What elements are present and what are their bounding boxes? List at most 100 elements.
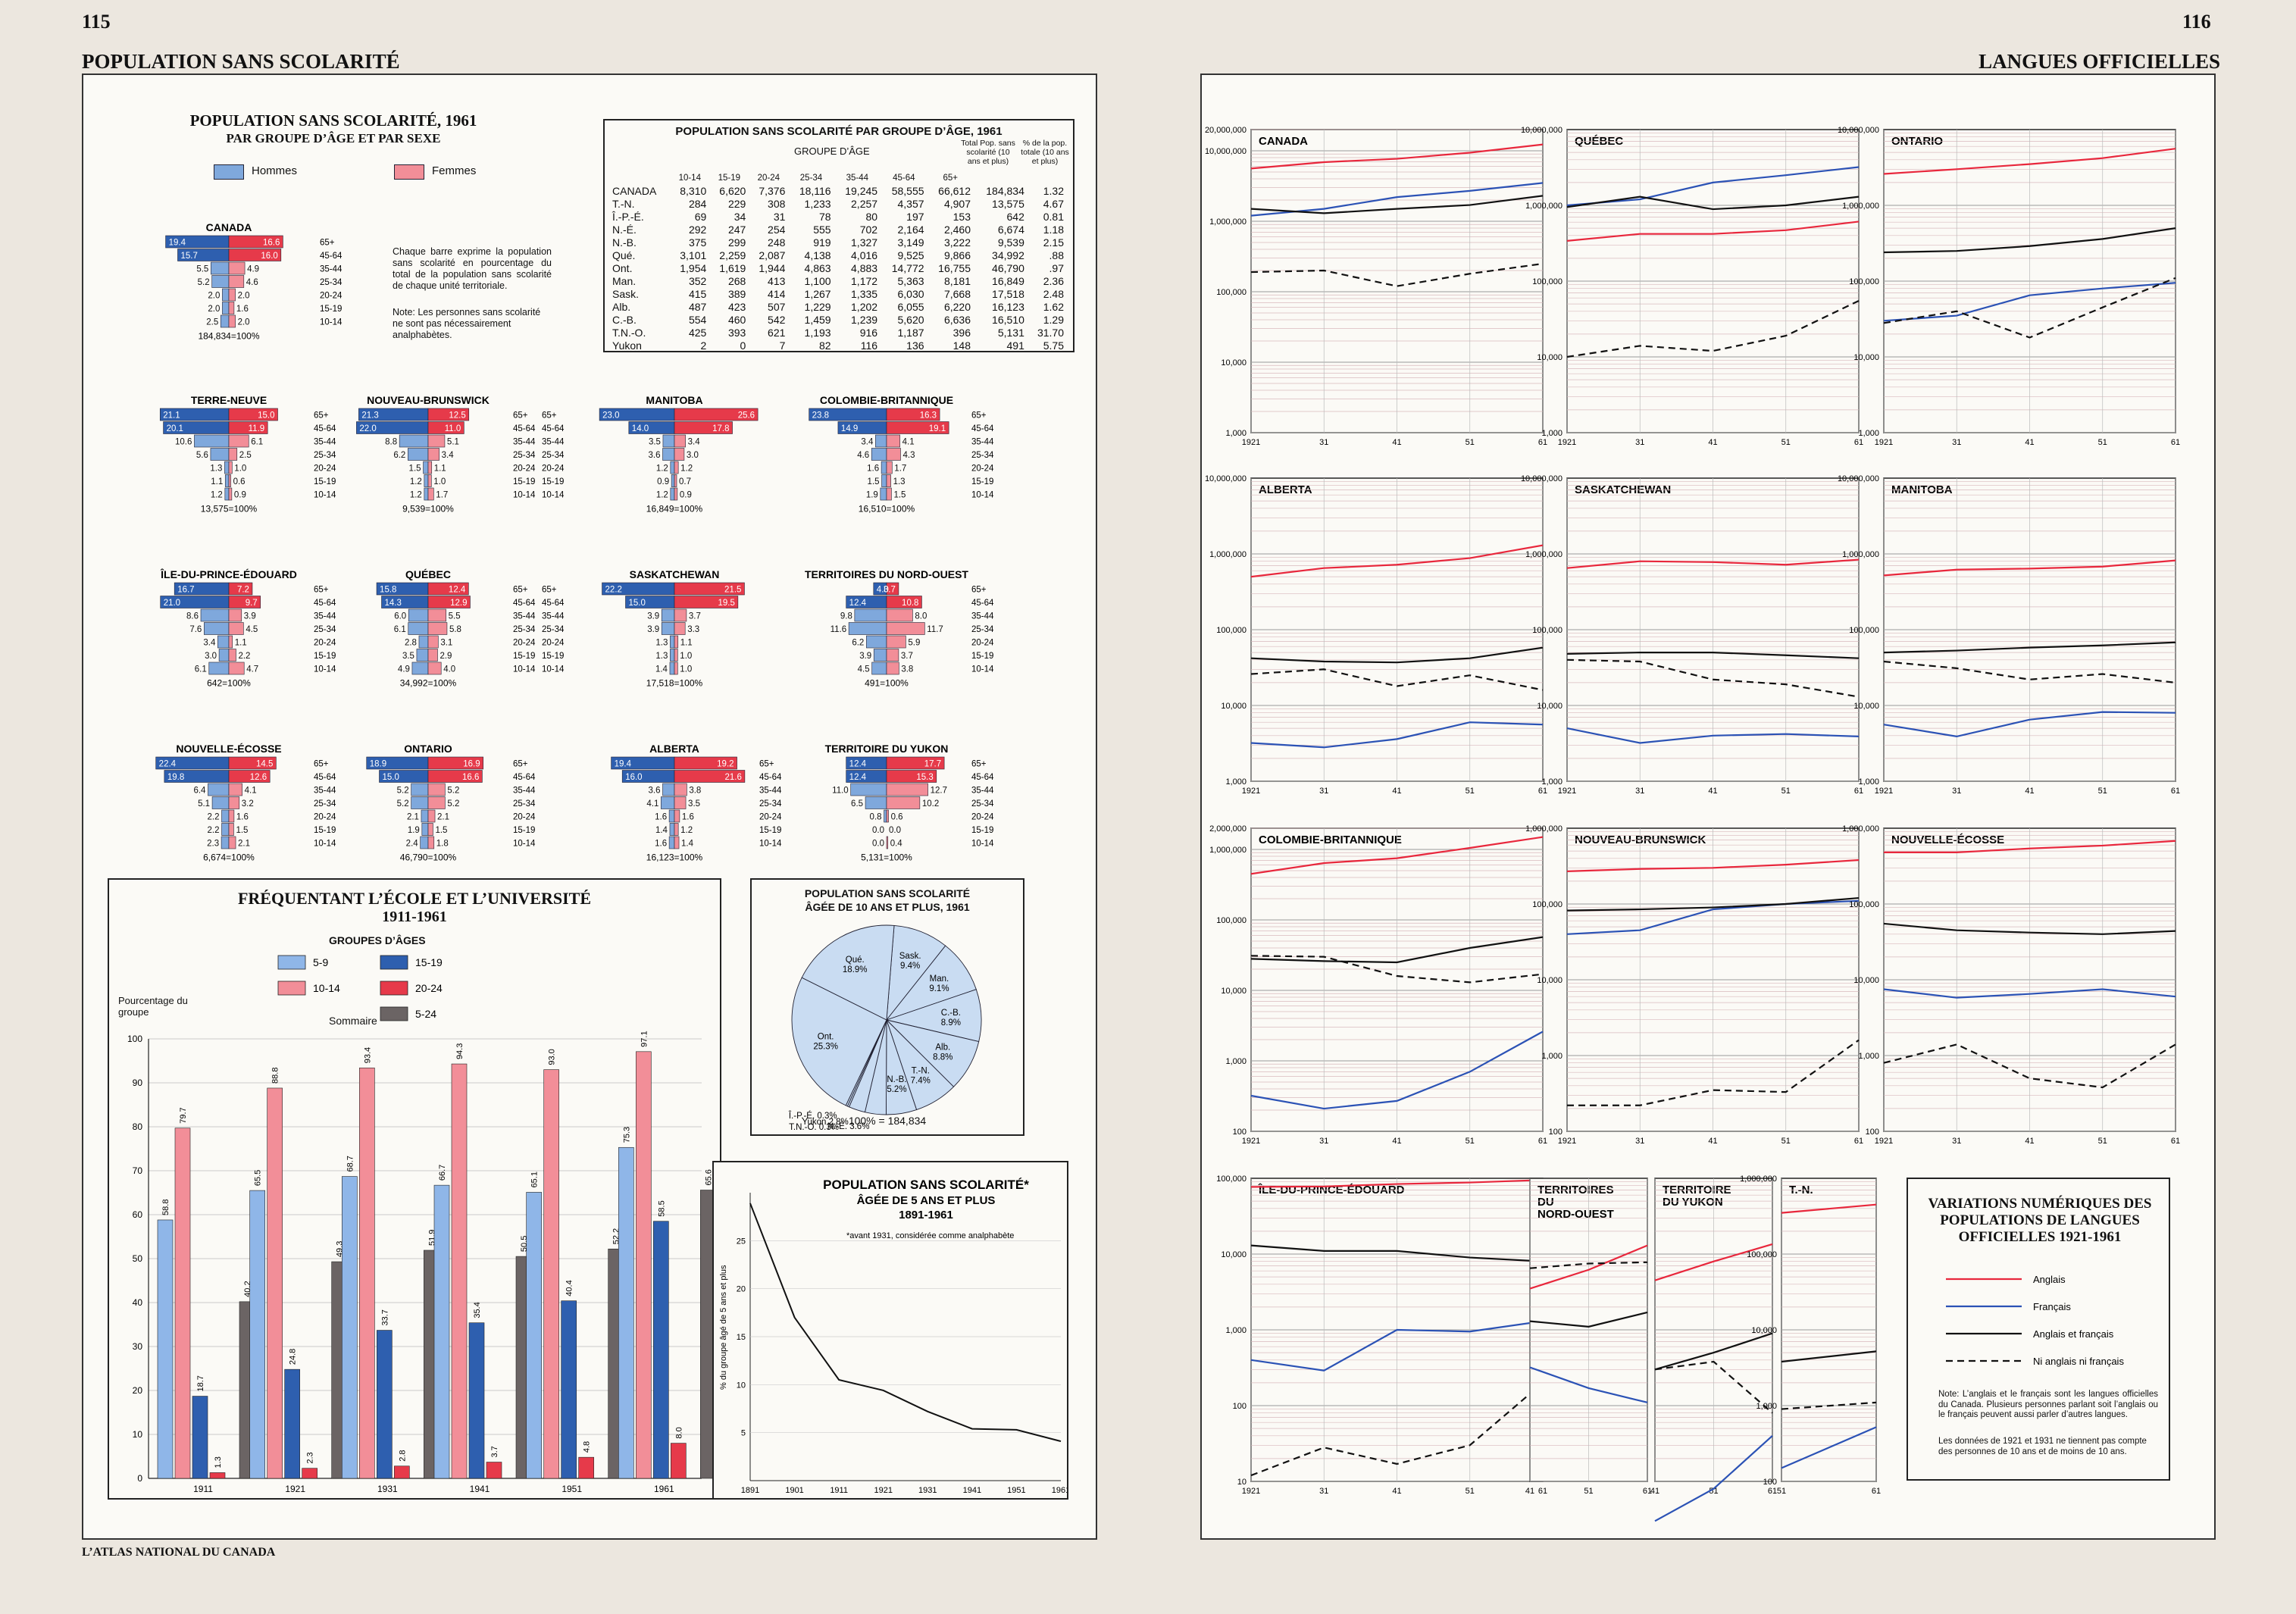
bar-men xyxy=(222,288,230,302)
x-tick: 51 xyxy=(1465,1487,1475,1496)
bar-15-19-1931 xyxy=(377,1330,393,1479)
pyramid-total: 46,790=100% xyxy=(400,852,457,863)
age-label: 20-24 xyxy=(513,639,536,648)
bar-label: 2.3 xyxy=(306,1452,315,1463)
series-fr xyxy=(1883,988,2176,999)
x-tick: 41 xyxy=(2025,787,2034,796)
y-tick: 100,000 xyxy=(1532,900,1562,909)
age-label: 45-64 xyxy=(314,599,336,608)
y-tick: 25 xyxy=(737,1237,746,1246)
table-cell: 2 xyxy=(700,339,707,352)
x-tick: 1911 xyxy=(830,1486,848,1495)
value-men: 2.1 xyxy=(407,813,419,822)
table-cell: 1,233 xyxy=(804,198,831,210)
y-tick: 100 xyxy=(1233,1402,1247,1411)
left-panel: POPULATION SANS SCOLARITÉ, 1961 PAR GROU… xyxy=(82,74,1097,1540)
value-men: 5.2 xyxy=(397,799,409,809)
age-label: 20-24 xyxy=(314,464,336,474)
series-bi xyxy=(1781,1350,1877,1363)
table-cell: 491 xyxy=(1006,339,1024,352)
bar-men xyxy=(221,836,230,849)
bar-women xyxy=(228,635,233,649)
age-label: 20-24 xyxy=(971,464,994,474)
y-tick: 1,000 xyxy=(1225,429,1247,438)
bar-women xyxy=(228,249,282,261)
pie-slice-Ont. xyxy=(791,977,887,1106)
table-cell: 34,992 xyxy=(992,249,1024,261)
lang-legend-box: VARIATIONS NUMÉRIQUES DES POPULATIONS DE… xyxy=(1907,1178,2170,1481)
bar-men xyxy=(668,836,675,849)
value-women: 16.0 xyxy=(261,252,277,261)
line-chart-footnote: *avant 1931, considérée comme analphabèt… xyxy=(846,1231,1014,1240)
bar-men xyxy=(871,662,887,675)
age-label: 35-44 xyxy=(513,787,536,796)
bar-label: 33.7 xyxy=(380,1309,389,1325)
pyramid-total: 491=100% xyxy=(865,678,909,689)
value-men: 1.3 xyxy=(210,464,222,474)
value-women: 1.5 xyxy=(893,491,906,500)
y-tick: 1,000,000 xyxy=(1842,202,1879,211)
value-men: 8.6 xyxy=(186,612,199,621)
bar-women xyxy=(886,836,889,849)
age-label: 35-44 xyxy=(314,787,336,796)
table-cell: 6,055 xyxy=(897,301,924,313)
table-cell: 3,149 xyxy=(897,236,924,249)
value-women: 3.1 xyxy=(440,639,452,648)
bar-15-19-1961 xyxy=(653,1221,669,1479)
series-bi xyxy=(1250,1244,1544,1262)
legend-swatch-20-24 xyxy=(380,981,408,996)
y-tick: 10,000,000 xyxy=(1205,147,1247,156)
value-men: 3.4 xyxy=(203,639,216,648)
panel-title: CANADA xyxy=(1259,135,1308,148)
value-men: 15.0 xyxy=(383,773,399,782)
series-en xyxy=(1781,1203,1877,1214)
series-en xyxy=(1884,840,2176,853)
series-fr xyxy=(1250,1320,1544,1372)
table-cell: 1,239 xyxy=(851,314,878,326)
legend-men-label: Hommes xyxy=(252,164,298,177)
age-label: 20-24 xyxy=(513,813,536,822)
value-men: 6.1 xyxy=(394,625,406,634)
bar-men xyxy=(211,275,230,288)
value-men: 21.1 xyxy=(163,411,180,421)
pyramid-total: 16,510=100% xyxy=(859,504,915,515)
age-col-header: 35-44 xyxy=(846,174,869,183)
y-tick: 30 xyxy=(133,1341,143,1352)
table-cell: 46,790 xyxy=(992,262,1024,274)
y-tick: 10 xyxy=(1237,1478,1247,1487)
value-women: 3.8 xyxy=(901,665,913,674)
x-tick: 41 xyxy=(1392,1487,1401,1496)
x-tick: 51 xyxy=(1709,1487,1718,1496)
value-men: 1.5 xyxy=(409,464,421,474)
table-cell: 80 xyxy=(865,211,878,223)
table-cell: 17,518 xyxy=(992,288,1024,300)
value-women: 3.7 xyxy=(884,586,896,595)
bar-label: 8.0 xyxy=(674,1427,683,1438)
bar-women xyxy=(427,662,442,675)
value-women: 17.8 xyxy=(712,424,729,433)
table-cell: 82 xyxy=(819,339,831,352)
pyramid-total: 6,674=100% xyxy=(203,852,255,863)
value-men: 1.3 xyxy=(655,639,668,648)
table-cell: 1,193 xyxy=(804,327,831,339)
table-cell: 702 xyxy=(859,224,878,236)
table-cell: 1,335 xyxy=(851,288,878,300)
age-label: 45-64 xyxy=(971,773,994,782)
table-cell: 352 xyxy=(688,275,707,287)
pie-chart-box: POPULATION SANS SCOLARITÉ ÂGÉE DE 10 ANS… xyxy=(750,878,1024,1136)
y-tick: 100,000 xyxy=(1747,1250,1777,1259)
bar-men xyxy=(875,434,887,448)
table-cell: 2.15 xyxy=(1043,236,1064,249)
line-chart-box: POPULATION SANS SCOLARITÉ* ÂGÉE DE 5 ANS … xyxy=(712,1161,1068,1500)
bar-men xyxy=(408,622,429,635)
value-men: 2.4 xyxy=(406,840,419,849)
pyramid-title: ÎLE-DU-PRINCE-ÉDOUARD xyxy=(160,568,297,580)
table-cell: 247 xyxy=(727,224,746,236)
age-label: 65+ xyxy=(314,411,329,421)
bar-men xyxy=(854,608,887,622)
table-row: Qué. 3,101 2,259 2,087 4,138 4,016 9,525 9,866 3… xyxy=(609,249,1067,262)
bar-women xyxy=(228,662,245,675)
age-label: 15-19 xyxy=(513,652,535,661)
value-women: 0.6 xyxy=(891,813,903,822)
value-women: 1.6 xyxy=(236,813,249,822)
